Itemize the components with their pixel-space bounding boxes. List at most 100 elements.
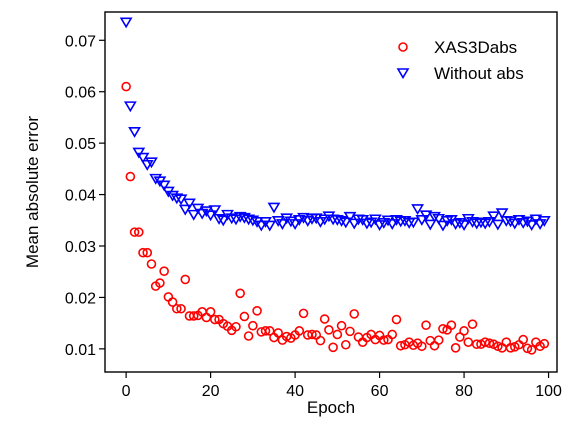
data-point xyxy=(433,335,444,345)
data-point xyxy=(484,338,495,349)
data-point xyxy=(163,292,174,302)
data-point xyxy=(246,215,260,227)
data-point xyxy=(406,217,420,229)
data-point xyxy=(450,343,461,353)
data-point xyxy=(260,326,271,336)
x-axis-ticks: 0 20 40 60 80 100 xyxy=(122,372,562,400)
data-point xyxy=(347,218,361,230)
data-point xyxy=(119,17,133,29)
data-point xyxy=(123,101,137,113)
data-point xyxy=(133,227,144,237)
data-point xyxy=(294,326,305,336)
data-point xyxy=(180,274,191,285)
legend-label: Without abs xyxy=(434,64,524,83)
data-point xyxy=(322,211,336,223)
data-point xyxy=(432,213,446,225)
data-point xyxy=(174,194,188,206)
legend-label: XAS3Dabs xyxy=(434,38,517,57)
data-point xyxy=(248,320,258,331)
data-point xyxy=(146,259,157,269)
data-point xyxy=(518,334,529,345)
data-point xyxy=(457,220,471,231)
data-point xyxy=(493,341,503,352)
data-point xyxy=(467,319,478,329)
data-point xyxy=(307,329,317,340)
data-point xyxy=(297,212,310,224)
data-point xyxy=(463,337,474,347)
data-point xyxy=(446,320,457,331)
data-point xyxy=(191,203,205,215)
data-point xyxy=(271,216,285,227)
y-axis-ticks: 0.01 0.02 0.03 0.04 0.05 0.06 0.07 xyxy=(65,33,105,359)
data-point xyxy=(205,307,216,317)
data-point xyxy=(332,329,343,340)
y-tick-label: 0.04 xyxy=(65,188,96,205)
data-point xyxy=(239,311,250,322)
data-point xyxy=(252,305,262,316)
data-point xyxy=(483,217,496,228)
data-point xyxy=(364,217,378,229)
y-tick-label: 0.02 xyxy=(65,290,96,307)
data-point xyxy=(425,335,436,346)
data-point xyxy=(423,219,437,231)
legend: XAS3Dabs Without abs xyxy=(396,38,524,83)
data-point xyxy=(428,211,441,223)
x-tick-label: 80 xyxy=(455,383,473,400)
data-point xyxy=(166,190,179,202)
data-point xyxy=(480,337,490,347)
data-point xyxy=(159,266,169,277)
data-point xyxy=(318,214,332,226)
data-point xyxy=(183,198,196,210)
data-point xyxy=(121,81,131,92)
y-tick-label: 0.01 xyxy=(65,342,96,359)
data-point xyxy=(491,219,505,231)
legend-marker xyxy=(396,68,410,80)
data-point xyxy=(522,343,533,354)
data-point xyxy=(411,204,424,216)
data-point xyxy=(243,331,254,341)
data-point xyxy=(155,278,165,288)
data-point xyxy=(231,321,241,332)
data-point xyxy=(319,314,330,324)
data-point xyxy=(284,216,298,228)
data-point xyxy=(336,320,347,331)
legend-item: XAS3Dabs xyxy=(398,38,517,57)
plot-frame xyxy=(104,11,558,373)
data-point xyxy=(324,325,334,335)
data-point xyxy=(276,219,289,230)
data-point xyxy=(225,213,239,225)
data-point xyxy=(526,345,537,355)
series-xas3dabs xyxy=(121,81,550,355)
data-point xyxy=(438,323,448,334)
data-point xyxy=(204,210,218,222)
data-point xyxy=(235,288,245,299)
y-axis-label: Mean absolute error xyxy=(23,116,42,268)
data-point xyxy=(417,341,427,352)
x-tick-label: 20 xyxy=(202,383,220,400)
data-point xyxy=(429,340,440,351)
data-point xyxy=(391,314,402,325)
data-point xyxy=(525,220,539,231)
data-point xyxy=(263,220,277,232)
x-axis-label: Epoch xyxy=(307,398,355,417)
y-tick-label: 0.06 xyxy=(65,85,96,102)
data-point xyxy=(188,311,199,321)
x-tick-label: 100 xyxy=(535,383,562,400)
data-point xyxy=(339,217,353,229)
data-point xyxy=(125,171,136,182)
data-point xyxy=(533,219,547,230)
data-point xyxy=(421,320,431,331)
data-point xyxy=(201,312,212,323)
data-point xyxy=(512,214,526,226)
data-point xyxy=(453,218,467,229)
data-point xyxy=(210,314,220,325)
data-point xyxy=(138,247,148,258)
data-point xyxy=(379,335,389,345)
data-point xyxy=(167,297,178,307)
data-point xyxy=(501,337,512,347)
data-point xyxy=(233,211,247,223)
data-point xyxy=(508,218,522,230)
data-point xyxy=(459,326,469,336)
data-point xyxy=(387,329,398,340)
